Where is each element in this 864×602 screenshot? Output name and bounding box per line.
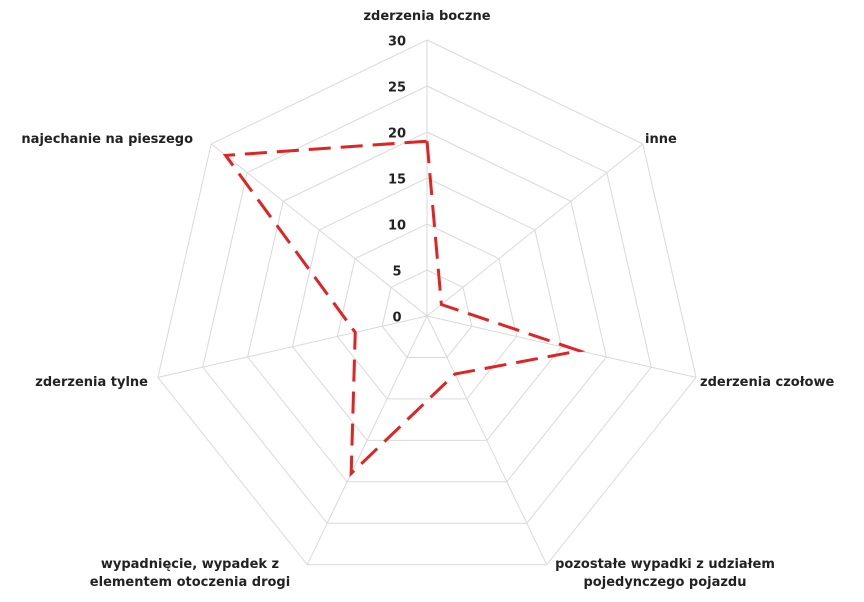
data-line (222, 139, 586, 478)
spoke (306, 315, 428, 565)
category-label: zderzenia tylne (35, 375, 148, 390)
y-tick-label: 25 (388, 81, 406, 96)
y-tick-label: 0 (392, 311, 401, 326)
category-label: zderzenia boczne (363, 9, 491, 24)
category-label: inne (645, 132, 677, 147)
spoke (210, 143, 428, 317)
grid-ring (291, 177, 563, 441)
grid-ring (381, 269, 473, 358)
grid-ring (157, 39, 697, 566)
category-label: pozostałe wypadki z udziałem pojedynczeg… (555, 557, 775, 590)
category-label: najechanie na pieszego (21, 132, 193, 147)
grid-ring (336, 223, 518, 400)
spoke (426, 315, 697, 378)
spoke (426, 315, 548, 565)
grid-ring (202, 85, 652, 524)
y-tick-label: 10 (388, 219, 406, 234)
y-tick-label: 20 (388, 127, 406, 142)
category-label: wypadnięcie, wypadek z elementem otoczen… (89, 557, 291, 590)
spoke (426, 143, 644, 317)
y-tick-label: 15 (388, 173, 406, 188)
y-tick-label: 30 (388, 35, 406, 50)
y-tick-label: 5 (392, 265, 401, 280)
category-label: zderzenia czołowe (700, 375, 835, 390)
spoke (157, 315, 428, 378)
